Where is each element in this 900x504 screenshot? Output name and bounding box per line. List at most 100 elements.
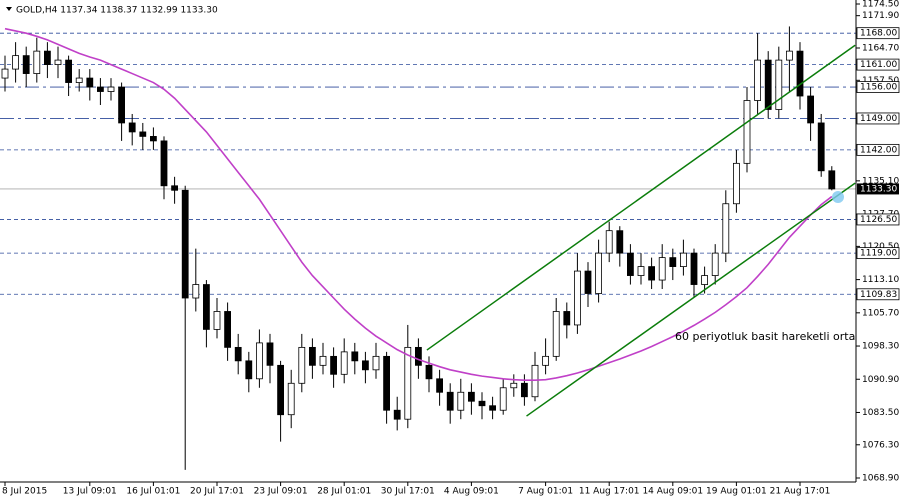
x-tick-label: 8 Jul 2015 [2,487,47,497]
candle-body [181,189,189,299]
x-tick-label: 20 Jul 17:01 [190,487,244,497]
chart-title: GOLD,H4 1137.34 1138.37 1132.99 1133.30 [16,6,218,16]
candle-body [690,252,698,285]
level-label: 1149.00 [860,114,897,124]
candle-body [648,266,655,281]
candle-body [44,50,51,65]
y-tick-label: 1076.30 [862,440,899,450]
level-box [856,143,900,156]
y-tick-label: 1157.50 [862,76,899,86]
highlight-dot [832,191,844,203]
candle-body [711,252,719,276]
candle-body [361,360,369,371]
trend-line [526,182,856,417]
level-box [856,27,900,40]
x-tick-label: 21 Aug 17:01 [770,487,831,497]
x-tick-label: 11 Aug 17:01 [579,487,640,497]
candle-body [637,266,645,276]
candle-body [807,95,814,124]
candle-body [754,59,761,101]
candle-body [308,346,316,366]
candle-body [118,86,125,124]
candle-body [542,355,549,366]
level-box [856,247,900,260]
candle-body [764,59,772,110]
candle-body [171,185,179,191]
last-price-label: 1133.30 [860,184,897,194]
candle-body [277,364,285,416]
candle-body [521,382,528,398]
level-box [856,58,900,71]
candle-body [531,364,539,398]
candle-body [139,131,147,137]
candle-body [86,77,94,88]
x-tick-label: 19 Aug 01:01 [706,487,767,497]
candle-body [627,252,634,276]
x-tick-label: 7 Aug 01:01 [518,487,573,497]
candle-body [828,170,836,190]
candle-body [351,351,359,362]
candle-body [128,122,136,133]
candle-body [319,355,327,366]
candle-body [255,342,263,380]
candle-body [584,270,592,294]
x-tick-label: 28 Jul 01:01 [317,487,371,497]
x-tick-label: 30 Jul 17:01 [381,487,435,497]
annotation: 60 periyotluk basit hareketli ortalama [675,330,883,343]
candle-body [510,382,518,389]
candle-body [552,311,560,357]
candle-body [234,346,242,362]
candle-body [658,257,666,281]
level-box [856,112,900,125]
y-tick-label: 1120.50 [862,242,899,252]
y-tick-label: 1164.70 [862,43,899,53]
plot-area: 60 periyotluk basit hareketli ortalama [0,26,883,470]
y-tick-label: 1171.90 [862,11,899,21]
candle-body [817,122,825,172]
candle-body [436,378,444,393]
last-price-box [857,183,899,195]
candle-body [425,364,433,380]
level-label: 1119.00 [860,249,897,259]
candle-body [12,55,20,70]
candle-body [33,50,41,74]
candle-body [701,275,708,285]
candle-body [54,59,62,65]
level-label: 1126.50 [860,215,897,225]
x-tick-label: 4 Aug 09:01 [444,487,499,497]
candle-body [340,351,348,375]
level-box [856,81,900,93]
candle-body [149,136,157,142]
candle-body [489,405,497,411]
candle-body [330,355,338,375]
candle-body [383,355,391,411]
x-tick-label: 16 Jul 01:01 [126,487,180,497]
y-tick-label: 1083.50 [862,408,899,418]
candle-body [595,252,602,294]
x-tick-label: 14 Aug 09:01 [642,487,703,497]
candle-body [616,230,624,254]
level-box [856,288,900,301]
menu-arrow[interactable] [6,7,12,11]
candle-body [680,252,687,267]
candle-body [414,346,422,366]
candle-body [574,270,581,326]
candle-body [743,100,751,164]
candle-body [213,311,221,330]
candle-body [786,50,793,61]
candle-body [446,391,454,411]
y-tick-label: 1113.10 [862,275,899,285]
candle-body [97,86,104,92]
trend-line [426,44,856,351]
y-tick-label: 1105.70 [862,308,899,318]
candle-body [192,284,200,299]
candle-body [796,50,804,97]
candle-body [478,400,486,407]
candle-body [775,59,783,110]
candle-body [733,162,740,205]
y-tick-label: 1098.30 [862,342,899,352]
candle-body [65,59,72,83]
level-label: 1142.00 [860,145,897,155]
candle-body [202,284,210,330]
